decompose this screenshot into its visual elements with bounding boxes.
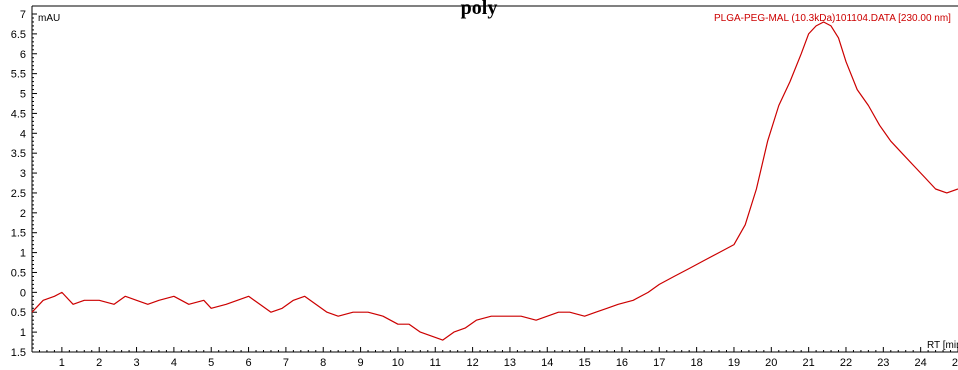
y-tick-label: 6.5 <box>11 29 26 41</box>
y-tick-label: 5 <box>20 89 26 101</box>
y-axis-unit-label: mAU <box>38 13 60 24</box>
x-tick-label: 22 <box>840 357 852 369</box>
x-tick-label: 2 <box>96 357 102 369</box>
y-tick-label: 2 <box>20 208 26 220</box>
x-tick-label: 7 <box>283 357 289 369</box>
x-tick-label: 25 <box>952 357 958 369</box>
x-tick-label: 20 <box>765 357 777 369</box>
x-tick-label: 1 <box>59 357 65 369</box>
y-tick-label: 0.5 <box>11 307 26 319</box>
y-tick-label: 0.5 <box>11 267 26 279</box>
y-tick-label: 0 <box>20 287 26 299</box>
y-tick-label: 7 <box>20 9 26 21</box>
y-tick-label: 1.5 <box>11 347 26 359</box>
y-tick-label: 2.5 <box>11 188 26 200</box>
x-tick-label: 14 <box>541 357 553 369</box>
x-tick-label: 21 <box>803 357 815 369</box>
x-tick-label: 10 <box>392 357 404 369</box>
x-tick-label: 16 <box>616 357 628 369</box>
x-tick-label: 11 <box>430 357 441 369</box>
y-tick-label: 6 <box>20 49 26 61</box>
y-tick-label: 1 <box>20 327 26 339</box>
x-tick-label: 8 <box>320 357 326 369</box>
axes-group <box>31 5 958 353</box>
x-axis-unit-label: RT [min] <box>927 340 958 351</box>
y-tick-label: 1.5 <box>11 228 26 240</box>
series-line-0 <box>31 21 958 341</box>
x-tick-label: 19 <box>728 357 740 369</box>
chart-title: poly <box>461 0 498 19</box>
y-tick-label: 3.5 <box>11 148 26 160</box>
x-tick-label: 24 <box>915 357 927 369</box>
x-tick-label: 6 <box>246 357 252 369</box>
x-tick-label: 3 <box>133 357 139 369</box>
series-legend-label: PLGA-PEG-MAL (10.3kDa)101104.DATA [230.0… <box>714 13 951 24</box>
plot-group <box>31 21 958 341</box>
x-tick-label: 12 <box>466 357 478 369</box>
x-tick-label: 5 <box>208 357 214 369</box>
y-tick-label: 1 <box>20 248 26 260</box>
x-tick-label: 13 <box>504 357 516 369</box>
y-tick-label: 3 <box>20 168 26 180</box>
ticks-group: 1.510.500.511.522.533.544.555.566.571 2 3 4… <box>11 9 958 369</box>
x-tick-label: 18 <box>691 357 703 369</box>
y-tick-label: 4 <box>20 128 26 140</box>
x-tick-label: 4 <box>171 357 177 369</box>
x-tick-label: 15 <box>578 357 590 369</box>
x-tick-label: 9 <box>358 357 364 369</box>
y-tick-label: 4.5 <box>11 108 26 120</box>
y-tick-label: 5.5 <box>11 69 26 81</box>
x-tick-label: 23 <box>877 357 889 369</box>
x-tick-label: 17 <box>653 357 665 369</box>
